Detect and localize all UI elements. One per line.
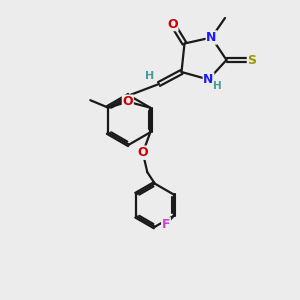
Text: O: O (167, 17, 178, 31)
Text: F: F (162, 218, 170, 231)
Text: N: N (206, 31, 217, 44)
Text: O: O (122, 95, 133, 108)
Text: N: N (203, 73, 214, 86)
Text: H: H (146, 70, 154, 81)
Text: H: H (212, 81, 221, 91)
Text: O: O (137, 146, 148, 159)
Text: S: S (248, 53, 256, 67)
